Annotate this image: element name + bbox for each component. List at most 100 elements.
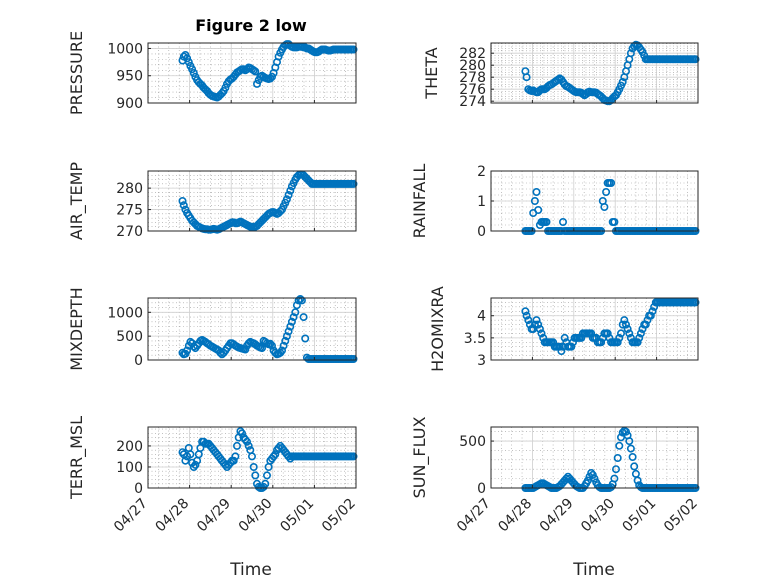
data-point — [691, 55, 700, 64]
data-point — [349, 452, 358, 461]
data-point — [626, 444, 635, 453]
y-tick-label: 500 — [116, 329, 143, 345]
data-point — [534, 206, 543, 215]
data-point — [620, 316, 629, 325]
x-tick-label: 04/27 — [454, 496, 494, 536]
y-tick-label: 276 — [459, 82, 486, 98]
data-point — [186, 450, 195, 459]
data-point — [626, 49, 635, 58]
data-point — [271, 450, 280, 459]
y-tick-label: 0 — [134, 481, 143, 497]
panel-rainfall: 0 1 2 RAINFALL — [410, 164, 700, 240]
data-point — [299, 313, 308, 322]
data-point — [521, 307, 530, 316]
y-tick-label: 3.5 — [464, 331, 486, 347]
x-tick-label: 04/29 — [194, 496, 234, 536]
data-point — [600, 203, 609, 212]
data-point — [286, 186, 295, 195]
axes-box — [490, 297, 699, 361]
data-point — [277, 346, 286, 355]
y-tick-label: 500 — [459, 434, 486, 450]
data-point — [623, 324, 632, 333]
data-point — [261, 479, 270, 488]
y-axis-label: MIXDEPTH — [67, 287, 86, 370]
data-point — [628, 452, 637, 461]
data-point — [621, 427, 630, 436]
y-tick-label: 4 — [477, 309, 486, 325]
data-point — [555, 342, 564, 351]
data-point — [286, 322, 295, 331]
data-point — [630, 462, 639, 471]
x-axis-label-left: Time — [229, 560, 272, 580]
data-point — [238, 429, 247, 438]
data-point — [560, 333, 569, 342]
data-point — [249, 462, 258, 471]
y-tick-label: 280 — [459, 58, 486, 74]
data-point — [535, 324, 544, 333]
x-tick-label: 04/27 — [111, 496, 151, 536]
data-point — [281, 336, 290, 345]
data-point — [279, 341, 288, 350]
data-point — [251, 67, 260, 76]
y-tick-label: 0 — [134, 353, 143, 369]
data-point — [191, 460, 200, 469]
data-point — [641, 320, 650, 329]
data-point — [181, 456, 190, 465]
data-point — [558, 218, 567, 227]
data-point — [296, 294, 305, 303]
y-tick-label: 1000 — [107, 41, 143, 57]
data-point — [635, 333, 644, 342]
data-point — [183, 346, 192, 355]
data-point — [301, 334, 310, 343]
y-tick-label: 1 — [477, 194, 486, 210]
data-point — [603, 329, 612, 338]
y-tick-label: 1000 — [107, 305, 143, 321]
data-point — [289, 313, 298, 322]
data-point — [267, 341, 276, 350]
data-point — [607, 179, 616, 188]
data-point — [251, 471, 260, 480]
data-point — [349, 179, 358, 188]
panel-h2omixra: 3 3.5 4 H2OMIXRA — [428, 286, 700, 372]
data-point — [616, 329, 625, 338]
data-point — [646, 311, 655, 320]
data-point — [179, 201, 188, 210]
data-point — [610, 218, 619, 227]
data-point — [233, 441, 242, 450]
data-point — [567, 342, 576, 351]
y-tick-label: 0 — [477, 481, 486, 497]
data-point — [178, 197, 187, 206]
y-tick-label: 200 — [116, 439, 143, 455]
panel-air-temp: 270 275 280 AIR_TEMP — [67, 162, 358, 240]
data-point — [615, 333, 624, 342]
data-point — [282, 195, 291, 204]
data-point — [542, 218, 551, 227]
y-tick-label: 270 — [116, 224, 143, 240]
x-tick-label: 04/30 — [578, 496, 618, 536]
data-point — [621, 320, 630, 329]
y-axis-label: THETA — [422, 47, 441, 99]
y-axis-label: AIR_TEMP — [67, 162, 87, 240]
data-point — [597, 338, 606, 347]
data-point — [188, 65, 197, 74]
data-point — [625, 329, 634, 338]
axes-box — [147, 170, 357, 232]
panel-mixdepth: 0 500 1000 MIXDEPTH — [67, 287, 358, 371]
y-tick-label: 275 — [116, 203, 143, 219]
x-axis-label-right: Time — [572, 560, 615, 580]
data-point — [618, 320, 627, 329]
data-point — [610, 474, 619, 483]
y-tick-label: 278 — [459, 70, 486, 86]
data-point — [648, 307, 657, 316]
axes-box — [490, 42, 699, 104]
y-tick-label: 100 — [116, 460, 143, 476]
y-tick-label: 950 — [116, 69, 143, 85]
figure-title: Figure 2 low — [195, 16, 307, 35]
data-point — [349, 354, 358, 363]
data-point — [618, 78, 627, 87]
data-point — [530, 320, 539, 329]
y-tick-label: 274 — [459, 94, 486, 110]
x-tick-label: 04/28 — [153, 496, 193, 536]
data-point — [184, 58, 193, 67]
